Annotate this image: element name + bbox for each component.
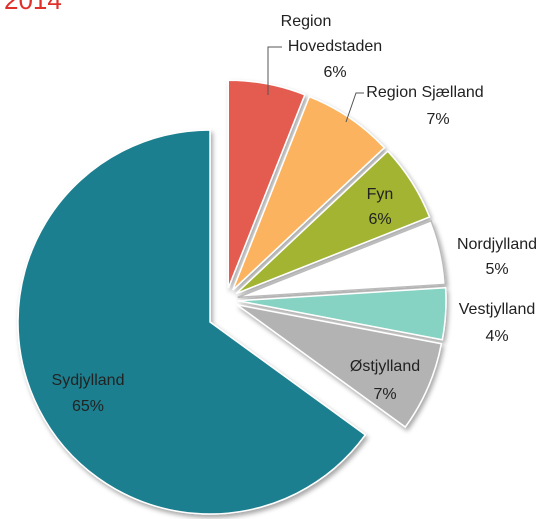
value-label: 5%: [485, 261, 508, 278]
value-label: 6%: [323, 64, 346, 81]
slices: [17, 79, 447, 515]
labels: Region Hovedstaden 6% Region Sjælland 7% Fyn 6…: [52, 13, 537, 415]
value-label: 65%: [72, 398, 104, 415]
value-label: 6%: [368, 211, 391, 228]
slice-label: Østjylland: [350, 358, 420, 375]
slice-label: Nordjylland: [457, 236, 537, 253]
slice-label: Region Hovedstaden: [281, 13, 383, 55]
pie-slice: [17, 129, 367, 515]
slice-label: Sydjylland: [52, 372, 125, 389]
pie-slice: [236, 304, 443, 429]
leader-line: [345, 92, 364, 123]
pie-slice: [232, 95, 386, 291]
slice-label: Vestjylland: [459, 301, 536, 318]
value-label: 7%: [373, 386, 396, 403]
pie-slice: [237, 286, 447, 341]
value-label: 7%: [426, 111, 449, 128]
leader-line: [267, 46, 282, 95]
chart-title: 2014: [4, 0, 62, 15]
value-label: 4%: [485, 328, 508, 345]
pie-slice: [237, 219, 447, 299]
pie-slice: [227, 79, 306, 289]
pie-slice: [235, 150, 431, 295]
slice-label: Region Sjælland: [366, 84, 483, 101]
slice-label: Fyn: [367, 186, 394, 203]
